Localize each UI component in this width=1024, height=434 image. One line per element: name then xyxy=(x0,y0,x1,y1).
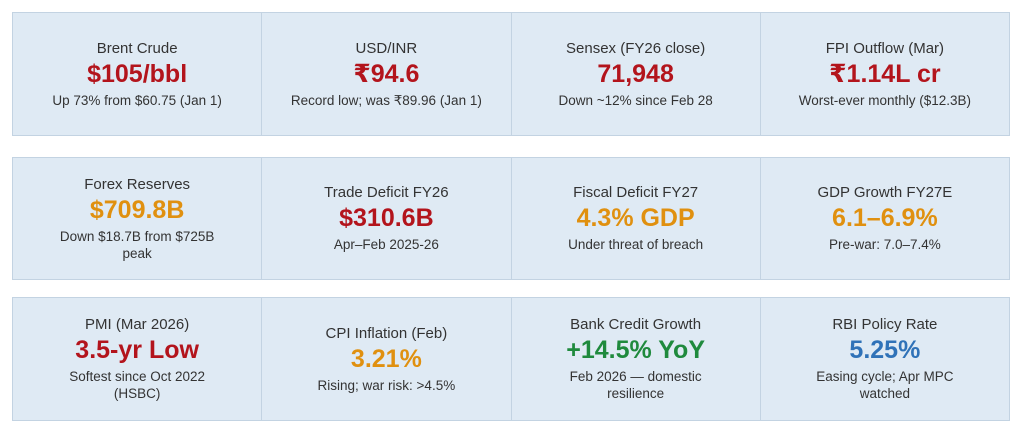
kpi-label: USD/INR xyxy=(355,39,418,57)
kpi-note: Down $18.7B from $725B peak xyxy=(59,228,215,261)
kpi-note: Down ~12% since Feb 28 xyxy=(558,92,713,108)
kpi-card: Trade Deficit FY26 $310.6B Apr–Feb 2025-26 xyxy=(261,158,510,279)
kpi-note: Feb 2026 — domestic resilience xyxy=(569,369,702,401)
kpi-row: Forex Reserves $709.8B Down $18.7B from $7… xyxy=(12,157,1010,280)
kpi-note: Under threat of breach xyxy=(568,237,704,252)
kpi-note: Worst-ever monthly ($12.3B) xyxy=(798,92,972,108)
kpi-value: 6.1–6.9% xyxy=(832,204,938,232)
kpi-card: Sensex (FY26 close) 71,948 Down ~12% since… xyxy=(510,13,760,135)
kpi-card: RBI Policy Rate 5.25% Easing cycle; Apr MP… xyxy=(759,298,1009,420)
kpi-label: Sensex (FY26 close) xyxy=(566,39,706,57)
kpi-note: Apr–Feb 2025-26 xyxy=(333,237,439,252)
kpi-label: CPI Inflation (Feb) xyxy=(325,324,448,342)
kpi-value: 5.25% xyxy=(849,336,921,364)
kpi-label: Bank Credit Growth xyxy=(570,316,702,333)
kpi-row: Brent Crude $105/bbl Up 73% from $60.75 (J… xyxy=(12,12,1010,136)
kpi-value: ₹1.14L cr xyxy=(829,59,941,88)
kpi-label: Forex Reserves xyxy=(84,175,191,193)
kpi-card: FPI Outflow (Mar) ₹1.14L cr Worst-ever mon… xyxy=(759,13,1009,135)
kpi-label: GDP Growth FY27E xyxy=(817,184,953,201)
kpi-value: $310.6B xyxy=(339,204,434,232)
kpi-label: Brent Crude xyxy=(96,39,178,57)
kpi-note: Record low; was ₹89.96 (Jan 1) xyxy=(290,92,482,108)
kpi-note: Up 73% from $60.75 (Jan 1) xyxy=(52,92,222,108)
kpi-card: Bank Credit Growth +14.5% YoY Feb 2026 — d… xyxy=(510,298,760,420)
kpi-label: PMI (Mar 2026) xyxy=(85,316,190,333)
kpi-card: CPI Inflation (Feb) 3.21% Rising; war risk… xyxy=(261,298,510,420)
kpi-note: Softest since Oct 2022 (HSBC) xyxy=(69,369,206,401)
kpi-value: 3.5-yr Low xyxy=(75,336,199,364)
kpi-note: Rising; war risk: >4.5% xyxy=(317,377,456,393)
kpi-card: USD/INR ₹94.6 Record low; was ₹89.96 (Jan … xyxy=(261,13,510,135)
kpi-value: $105/bbl xyxy=(87,59,188,88)
kpi-card: Forex Reserves $709.8B Down $18.7B from $7… xyxy=(13,158,261,279)
kpi-value: ₹94.6 xyxy=(353,59,420,88)
kpi-label: Trade Deficit FY26 xyxy=(324,184,449,201)
kpi-card: Brent Crude $105/bbl Up 73% from $60.75 (J… xyxy=(13,13,261,135)
kpi-label: Fiscal Deficit FY27 xyxy=(573,184,699,201)
kpi-note: Easing cycle; Apr MPC watched xyxy=(816,369,954,401)
kpi-label: FPI Outflow (Mar) xyxy=(825,39,945,57)
kpi-card: Fiscal Deficit FY27 4.3% GDP Under threat … xyxy=(510,158,760,279)
kpi-value: $709.8B xyxy=(89,195,185,224)
kpi-value: +14.5% YoY xyxy=(566,336,705,364)
kpi-note: Pre-war: 7.0–7.4% xyxy=(828,237,941,252)
kpi-card: PMI (Mar 2026) 3.5-yr Low Softest since Oc… xyxy=(13,298,261,420)
kpi-card: GDP Growth FY27E 6.1–6.9% Pre-war: 7.0–7.4… xyxy=(759,158,1009,279)
kpi-value: 3.21% xyxy=(350,344,422,373)
kpi-value: 4.3% GDP xyxy=(576,204,695,232)
kpi-value: 71,948 xyxy=(597,59,674,88)
kpi-row: PMI (Mar 2026) 3.5-yr Low Softest since Oc… xyxy=(12,297,1010,421)
kpi-label: RBI Policy Rate xyxy=(832,316,938,333)
